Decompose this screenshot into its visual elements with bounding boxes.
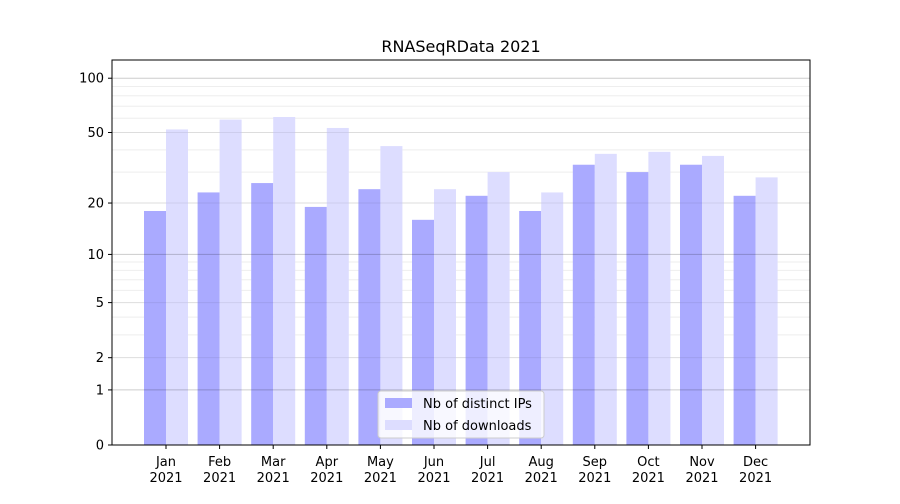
x-tick-label: Dec [743, 455, 768, 470]
x-tick-year: 2021 [578, 471, 611, 486]
bar-ips-oct [626, 172, 649, 445]
x-tick-label: Apr [316, 455, 339, 470]
bar-ips-may [358, 189, 381, 445]
bar-downloads-sep [594, 153, 617, 445]
plot-frame [111, 59, 811, 446]
x-tick-year: 2021 [632, 471, 665, 486]
x-tick-year: 2021 [417, 471, 450, 486]
bar-ips-aug [519, 210, 542, 445]
bar-downloads-nov [702, 155, 724, 445]
bar-ips-jan [144, 210, 166, 445]
bar-ips-apr [304, 206, 327, 445]
bar-ips-jun [412, 219, 434, 445]
bar-ips-dec [733, 195, 756, 445]
x-tick-label: May [367, 455, 394, 470]
legend-label-downloads: Nb of downloads [423, 419, 532, 434]
bar-downloads-feb [219, 119, 242, 445]
x-tick-year: 2021 [471, 471, 504, 486]
bar-downloads-jul [487, 172, 510, 445]
x-tick-label: Oct [637, 455, 659, 470]
bar-downloads-jun [434, 189, 456, 445]
legend-swatch-ips [385, 398, 412, 408]
y-axis: 0 1 2 5 10 20 50 100 [79, 72, 112, 454]
x-tick-year: 2021 [203, 471, 236, 486]
legend-swatch-downloads [385, 420, 412, 430]
bars [144, 116, 778, 446]
y-tick-label: 10 [87, 248, 104, 263]
y-tick-label: 50 [87, 126, 104, 141]
bar-ips-mar [251, 183, 274, 445]
legend-label-ips: Nb of distinct IPs [423, 397, 532, 412]
x-tick-year: 2021 [525, 471, 558, 486]
x-tick-label: Jul [479, 455, 496, 470]
y-tick-label: 0 [96, 439, 104, 454]
x-tick-year: 2021 [685, 471, 718, 486]
bar-ips-jul [465, 195, 488, 445]
bar-downloads-dec [755, 177, 778, 445]
chart-title: RNASeqRData 2021 [381, 37, 540, 56]
bar-downloads-may [380, 146, 403, 446]
bar-ips-feb [197, 192, 220, 445]
bar-ips-sep [572, 164, 595, 445]
x-tick-year: 2021 [310, 471, 343, 486]
x-tick-label: Mar [261, 455, 286, 470]
bar-downloads-apr [326, 127, 349, 446]
bar-ips-nov [680, 164, 702, 445]
bar-downloads-aug [541, 192, 564, 445]
x-tick-label: Aug [529, 455, 554, 470]
legend-box [377, 390, 545, 439]
x-tick-year: 2021 [739, 471, 772, 486]
bar-downloads-jan [166, 129, 188, 445]
x-tick-label: Jan [155, 455, 176, 470]
x-axis: Jan2021Feb2021Mar2021Apr2021May2021Jun20… [149, 445, 772, 486]
x-tick-year: 2021 [364, 471, 397, 486]
y-tick-label: 100 [79, 72, 104, 87]
y-tick-label: 2 [96, 351, 104, 366]
grid-overlay [112, 77, 810, 391]
x-tick-year: 2021 [149, 471, 182, 486]
x-tick-label: Feb [208, 455, 231, 470]
y-tick-label: 20 [87, 197, 104, 212]
x-tick-year: 2021 [257, 471, 290, 486]
bar-downloads-oct [648, 151, 671, 445]
legend: Nb of distinct IPs Nb of downloads [377, 390, 545, 439]
x-tick-label: Nov [689, 455, 715, 470]
x-tick-label: Sep [583, 455, 608, 470]
bar-downloads-mar [273, 116, 296, 446]
y-tick-label: 5 [96, 296, 104, 311]
x-tick-label: Jun [423, 455, 444, 470]
y-tick-label: 1 [96, 383, 104, 398]
